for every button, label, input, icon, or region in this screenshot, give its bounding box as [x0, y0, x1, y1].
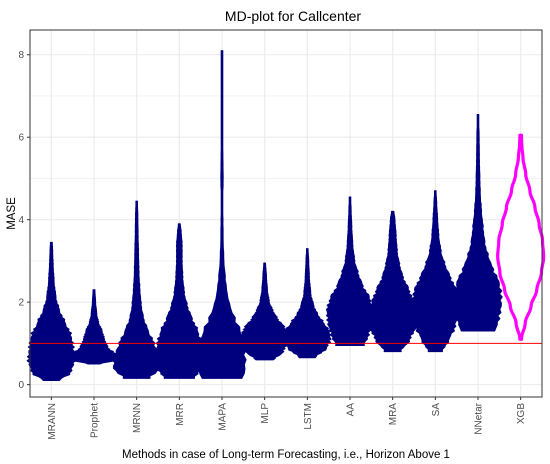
y-axis: 0 2 4 6 8	[18, 50, 30, 391]
violin-sa	[411, 190, 460, 353]
x-tick-label-prophet: Prophet	[90, 403, 101, 438]
x-tick-label-sa: SA	[431, 403, 442, 417]
violin-xgb	[496, 133, 546, 341]
x-axis: MRANN Prophet MRNN MRR MAPA MLP LSTM AA MRA SA NNe…	[47, 397, 527, 440]
violin-mapa	[197, 50, 247, 379]
y-axis-label: MASE	[6, 197, 18, 230]
violin-nnetar	[453, 114, 503, 332]
y-tick-label: 2	[18, 298, 24, 309]
violin-mlp	[240, 262, 289, 361]
y-tick-label: 0	[18, 380, 24, 391]
y-tick-label: 4	[18, 215, 24, 226]
chart-title: MD-plot for Callcenter	[225, 8, 361, 24]
x-tick-label-mrnn: MRNN	[132, 403, 143, 433]
violin-prophet	[69, 289, 119, 365]
x-tick-label-lstm: LSTM	[303, 403, 314, 430]
violin-mrnn	[112, 200, 161, 379]
y-tick-label: 8	[18, 50, 24, 61]
x-tick-label-mrann: MRANN	[47, 403, 58, 440]
violin-lstm	[282, 248, 332, 359]
violin-layer	[26, 50, 546, 381]
x-tick-label-mlp: MLP	[260, 403, 271, 424]
x-tick-label-mrr: MRR	[175, 403, 186, 426]
x-tick-label-xgb: XGB	[516, 403, 527, 424]
y-tick-label: 6	[18, 133, 24, 144]
violin-aa	[325, 196, 375, 346]
x-tick-label-nnetar: NNetar	[474, 402, 485, 434]
x-axis-label: Methods in case of Long-term Forecasting…	[122, 449, 450, 461]
x-tick-label-aa: AA	[346, 403, 357, 417]
panel-border	[29, 29, 543, 398]
violin-mrr	[154, 223, 205, 379]
x-tick-label-mapa: MAPA	[218, 403, 229, 431]
violin-mrann	[26, 241, 77, 381]
x-tick-label-mra: MRA	[388, 403, 399, 426]
violin-mra	[367, 210, 418, 353]
